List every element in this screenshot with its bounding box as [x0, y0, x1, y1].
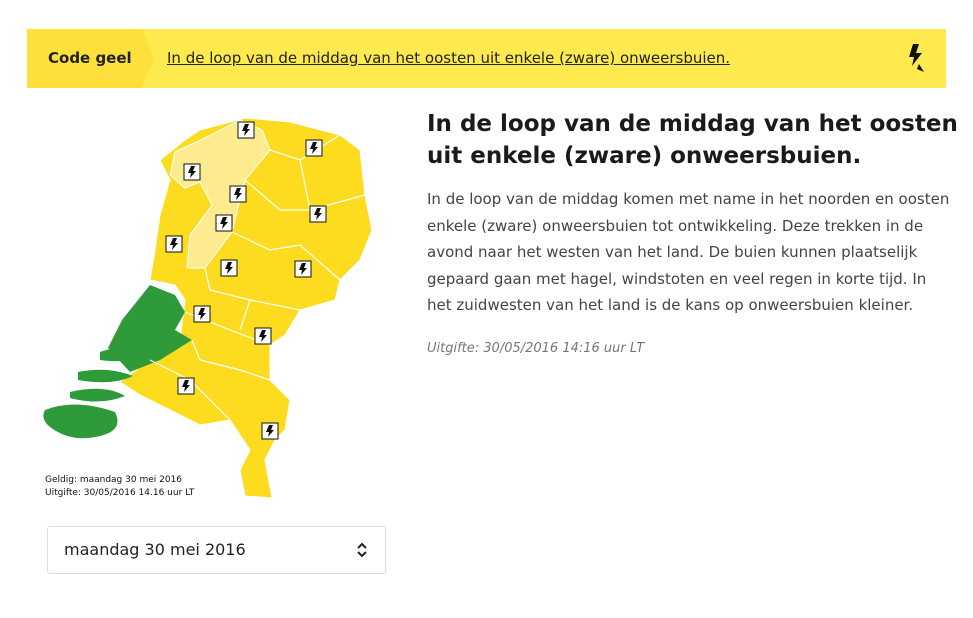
article-issued: Uitgifte: 30/05/2016 14:16 uur LT	[427, 341, 645, 356]
date-select[interactable]: maandag 30 mei 2016	[47, 526, 386, 574]
map-issued: Uitgifte: 30/05/2016 14.16 uur LT	[45, 488, 195, 498]
article-title: In de loop van de middag van het oosten …	[427, 111, 958, 169]
warning-link[interactable]: In de loop van de middag van het oosten …	[167, 49, 731, 67]
map-caption: Geldig: maandag 30 mei 2016 Uitgifte: 30…	[45, 474, 194, 500]
map-valid: Geldig: maandag 30 mei 2016	[45, 475, 183, 485]
lightning-icon	[909, 44, 924, 72]
article-body: In de loop van de middag komen met name …	[427, 190, 950, 314]
date-select-value: maandag 30 mei 2016	[64, 540, 246, 559]
chevron	[142, 29, 154, 88]
warning-map	[43, 117, 373, 499]
select-arrows	[357, 542, 367, 558]
warning-banner: Code geel In de loop van de middag van h…	[27, 29, 946, 88]
lightning-icons	[165, 121, 327, 440]
warning-level: Code geel	[27, 29, 142, 88]
